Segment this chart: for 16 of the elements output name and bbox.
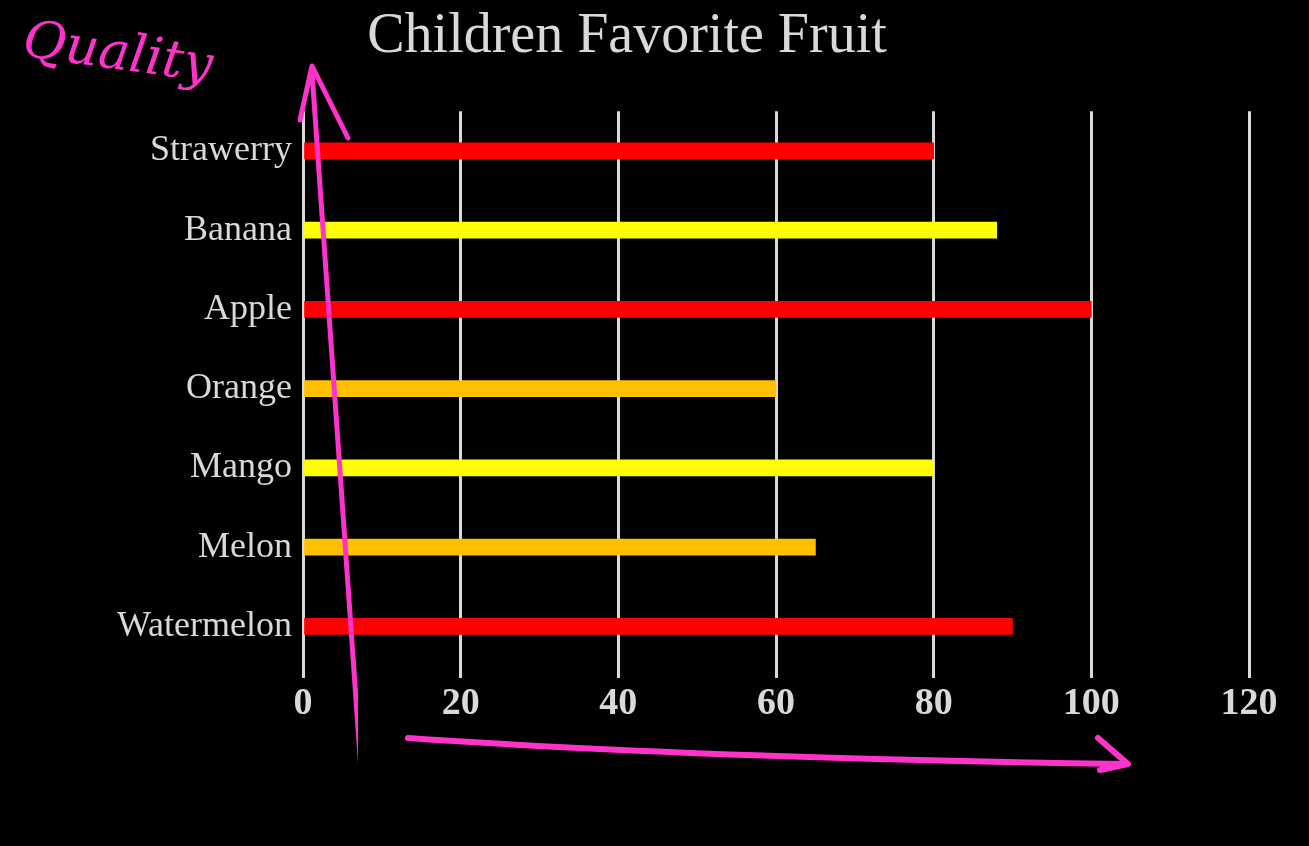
y-tick-label: Banana <box>184 207 293 248</box>
chart-title: Children Favorite Fruit <box>367 2 888 65</box>
y-tick-label: Watermelon <box>116 603 292 644</box>
y-tick-label: Apple <box>204 286 292 327</box>
y-tick-label: Mango <box>190 445 292 486</box>
x-tick-label: 80 <box>914 679 953 722</box>
x-tick-label: 60 <box>757 679 795 722</box>
x-tick-label: 120 <box>1220 679 1278 722</box>
y-tick-label: Strawerry <box>150 128 292 169</box>
text: Quality <box>19 8 217 94</box>
x-tick-label: 20 <box>441 679 480 722</box>
y-tick-label: Orange <box>186 366 292 407</box>
y-tick-label: Melon <box>198 524 292 565</box>
x-tick-label: 0 <box>293 679 313 722</box>
x-tick-label: 100 <box>1062 679 1120 722</box>
x-tick-label: 40 <box>599 679 638 722</box>
